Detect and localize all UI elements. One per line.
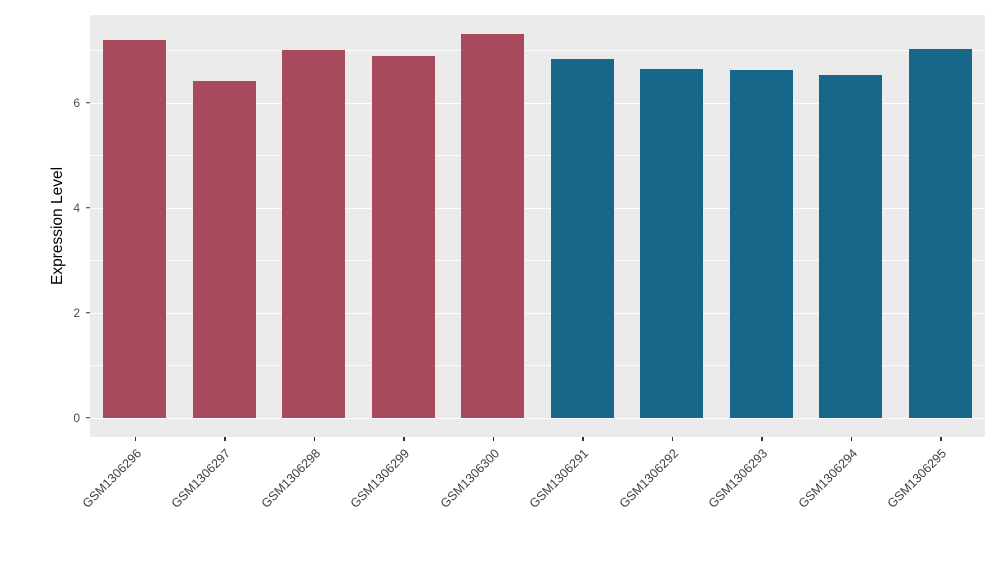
gridline-minor [90, 260, 985, 261]
x-tick-mark [940, 437, 942, 441]
y-tick-mark [86, 311, 90, 314]
gridline-minor [90, 50, 985, 51]
gridline-major [90, 312, 985, 314]
x-tick-mark [850, 437, 853, 441]
bar-GSM1306296 [103, 39, 167, 418]
gridline-major [90, 102, 985, 105]
x-tick-mark [134, 437, 137, 441]
y-tick-mark [86, 101, 90, 104]
x-tick-mark [582, 437, 584, 441]
bar-GSM1306300 [461, 34, 525, 418]
bar-GSM1306292 [640, 68, 704, 418]
bar-GSM1306298 [282, 50, 346, 418]
gridline-minor [90, 365, 985, 366]
x-tick-mark [671, 437, 674, 441]
bar-GSM1306295 [908, 48, 972, 418]
bar-GSM1306294 [819, 74, 883, 418]
plot-panel [90, 15, 985, 437]
x-tick-mark [403, 437, 405, 441]
gridline-minor [90, 155, 985, 156]
x-tick-mark [224, 437, 226, 441]
gridline-major [90, 207, 985, 210]
y-axis: 0 2 4 6 [0, 15, 90, 437]
x-tick-mark [761, 437, 763, 441]
y-tick-mark [86, 416, 90, 419]
y-tick-label: 2 [73, 305, 80, 320]
bar-GSM1306293 [729, 70, 793, 418]
x-tick-mark [492, 437, 495, 441]
y-tick-label: 4 [73, 200, 80, 215]
bar-GSM1306291 [550, 59, 614, 418]
y-tick-label: 6 [73, 95, 80, 110]
bar-GSM1306297 [192, 80, 256, 418]
bar-GSM1306299 [371, 56, 435, 418]
y-tick-label: 0 [73, 410, 80, 425]
gridline-major [90, 417, 985, 419]
y-tick-mark [86, 206, 90, 209]
x-tick-mark [313, 437, 316, 441]
